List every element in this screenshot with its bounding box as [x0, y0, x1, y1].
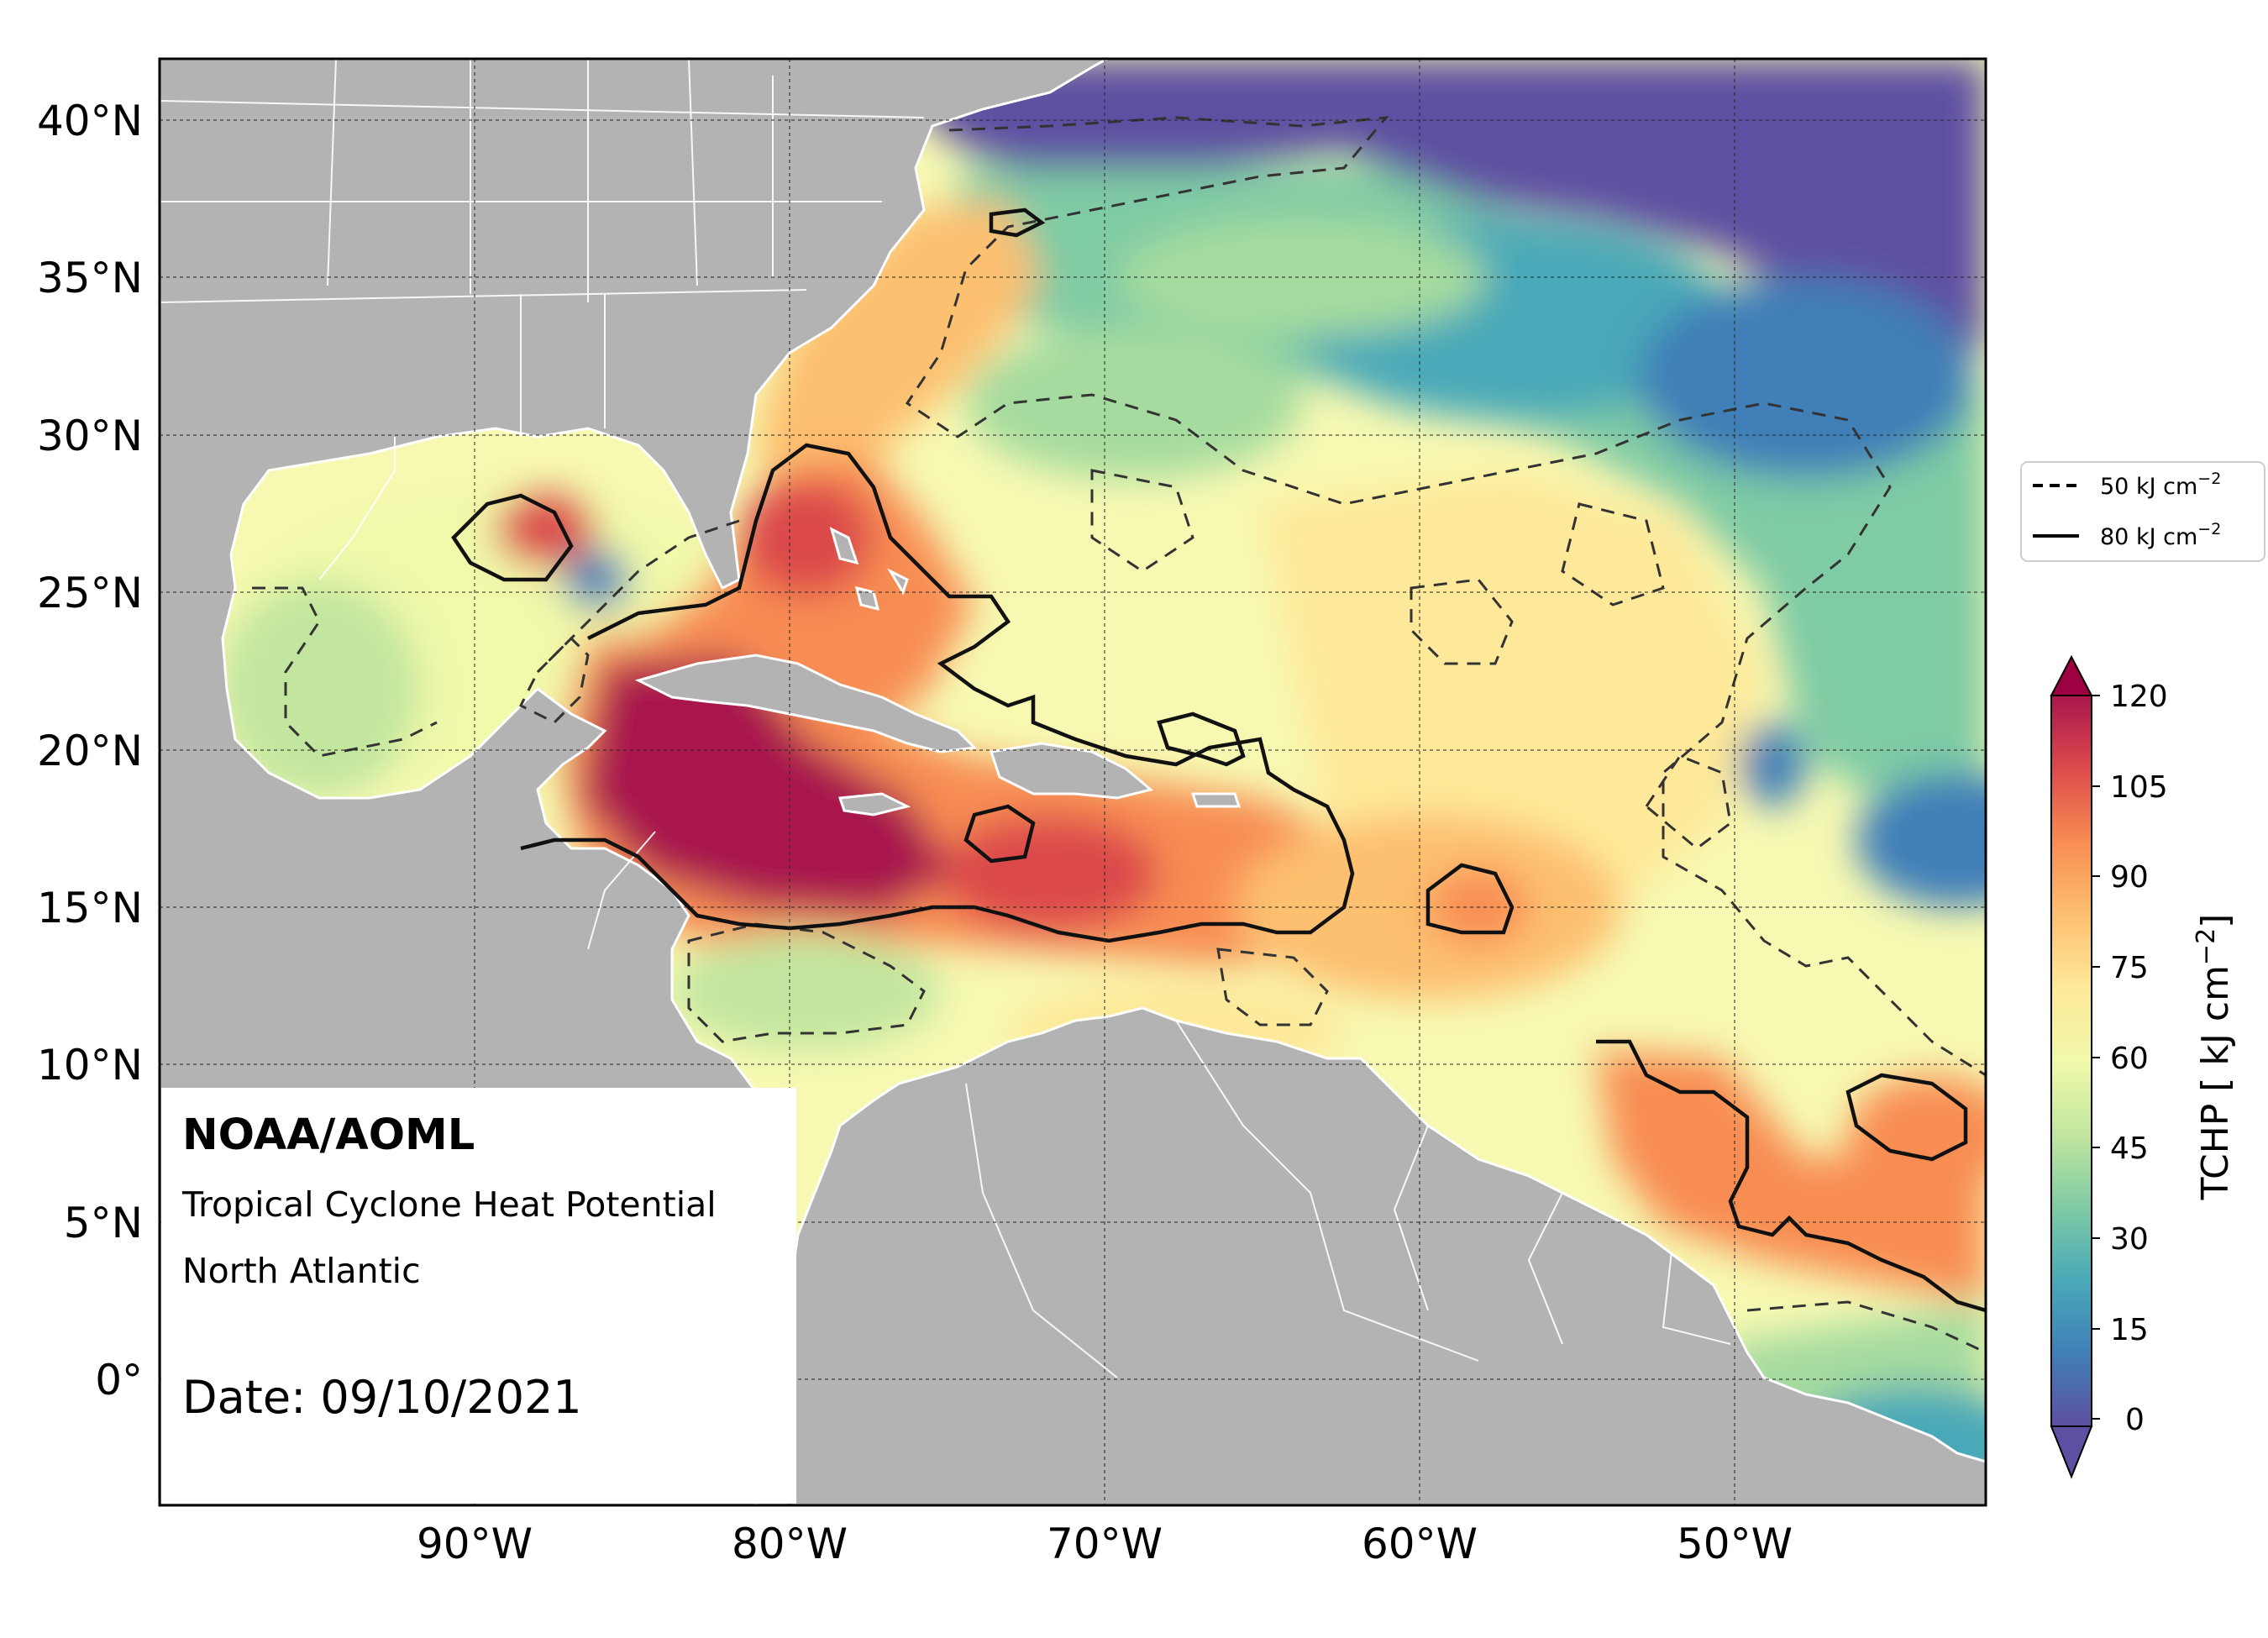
lat-tick: 25°N	[37, 569, 143, 617]
annotation-box	[161, 1088, 796, 1504]
colorbar-tick: 60	[2110, 1042, 2149, 1076]
product-label: Tropical Cyclone Heat Potential	[181, 1184, 717, 1225]
lat-tick: 10°N	[37, 1041, 143, 1089]
lat-tick: 30°N	[37, 412, 143, 460]
legend-dashed-label: 50 kJ cm−2	[2100, 470, 2221, 500]
contour-80	[451, 207, 1986, 1313]
lon-tick: 80°W	[732, 1520, 848, 1568]
org-label: NOAA/AOML	[182, 1110, 475, 1160]
lon-tick: 50°W	[1677, 1520, 1793, 1568]
borders	[160, 59, 1731, 1378]
colorbar-tick: 45	[2110, 1131, 2149, 1166]
contour-50	[252, 116, 1986, 1354]
colorbar-tick: 90	[2110, 860, 2149, 895]
colorbar-tick: 75	[2110, 951, 2149, 985]
region-label: North Atlantic	[182, 1251, 421, 1291]
colorbar-tick: 105	[2110, 770, 2168, 805]
lon-tick-labels: 90°W 80°W 70°W 60°W 50°W	[417, 1520, 1793, 1568]
date-label: Date: 09/10/2021	[182, 1371, 582, 1424]
map-frame	[158, 57, 1987, 1507]
colorbar-tick: 15	[2110, 1313, 2149, 1347]
lon-tick: 60°W	[1362, 1520, 1478, 1568]
lat-tick: 20°N	[37, 727, 143, 775]
colorbar-tick: 30	[2110, 1222, 2149, 1257]
legend-box	[2020, 461, 2265, 562]
colorbar-tick: 120	[2110, 680, 2168, 714]
lat-tick: 0°	[95, 1356, 143, 1404]
colorbar: 120 105 90 75 60 45 30 15 0 TCHP [ kJ cm…	[2050, 654, 2237, 1479]
lon-tick: 70°W	[1047, 1520, 1163, 1568]
lat-tick: 35°N	[37, 254, 143, 302]
colorbar-label: TCHP [ kJ cm−2]	[2192, 914, 2237, 1201]
colorbar-ticks: 120 105 90 75 60 45 30 15 0	[2092, 680, 2168, 1437]
lon-tick: 90°W	[417, 1520, 533, 1568]
colorbar-gradient	[2050, 695, 2092, 1427]
lat-tick: 40°N	[37, 97, 143, 145]
lat-tick: 15°N	[37, 884, 143, 932]
colorbar-max-arrow	[2050, 654, 2093, 696]
lat-tick: 5°N	[64, 1199, 143, 1247]
lat-tick-labels: 40°N 35°N 30°N 25°N 20°N 15°N 10°N 5°N 0…	[37, 97, 143, 1404]
legend-solid-label: 80 kJ cm−2	[2100, 520, 2221, 550]
contour-legend: 50 kJ cm−2 80 kJ cm−2	[2020, 461, 2265, 562]
colorbar-min-arrow	[2050, 1425, 2093, 1479]
map-area	[160, 59, 1986, 1505]
colorbar-tick: 0	[2125, 1403, 2145, 1437]
